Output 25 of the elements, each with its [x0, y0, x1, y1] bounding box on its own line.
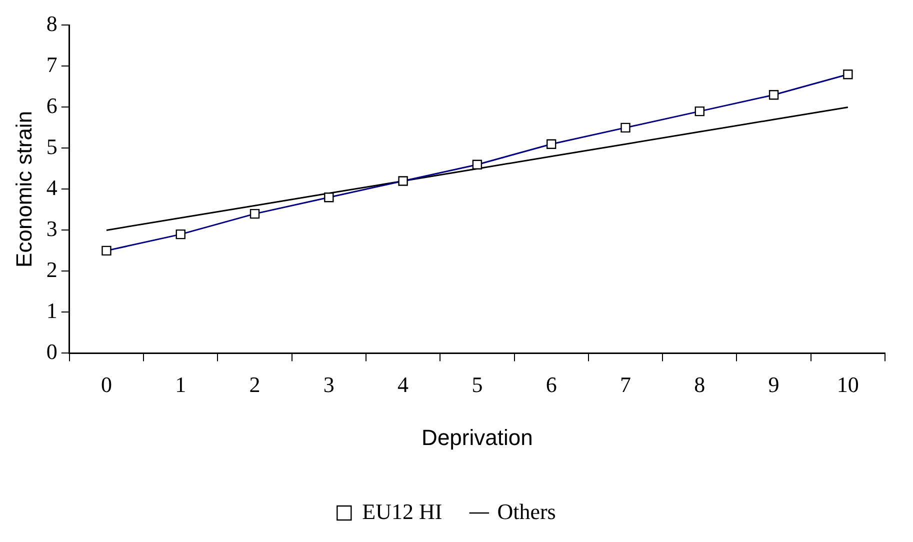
legend-label: Others	[497, 498, 556, 524]
y-tick-label: 6	[46, 92, 58, 118]
y-tick-label: 5	[46, 134, 58, 159]
y-tick-label: 7	[46, 52, 58, 77]
legend-label: EU12 HI	[362, 498, 442, 524]
y-tick-label: 1	[46, 298, 58, 323]
x-tick-label: 7	[620, 372, 631, 398]
y-tick-label: 2	[46, 256, 58, 282]
y-axis-title: Economic strain	[11, 110, 36, 268]
x-axis-title: Deprivation	[422, 424, 533, 450]
x-tick-label: 9	[768, 372, 780, 398]
x-tick-label: 4	[398, 372, 409, 398]
x-tick-label: 10	[836, 372, 859, 398]
x-tick-label: 0	[100, 372, 112, 398]
x-tick-label: 8	[694, 372, 706, 398]
point	[398, 176, 408, 186]
x-tick-label: 2	[249, 372, 260, 398]
y-tick-label: 3	[46, 216, 58, 241]
y-tick-label: 8	[46, 10, 58, 36]
x-tick-label: 6	[546, 372, 557, 398]
y-tick-label: 0	[46, 338, 58, 364]
x-tick-label: 5	[472, 372, 483, 398]
y-tick-label: 4	[46, 174, 58, 200]
x-tick-label: 1	[175, 372, 186, 398]
x-tick-label: 3	[323, 372, 334, 398]
